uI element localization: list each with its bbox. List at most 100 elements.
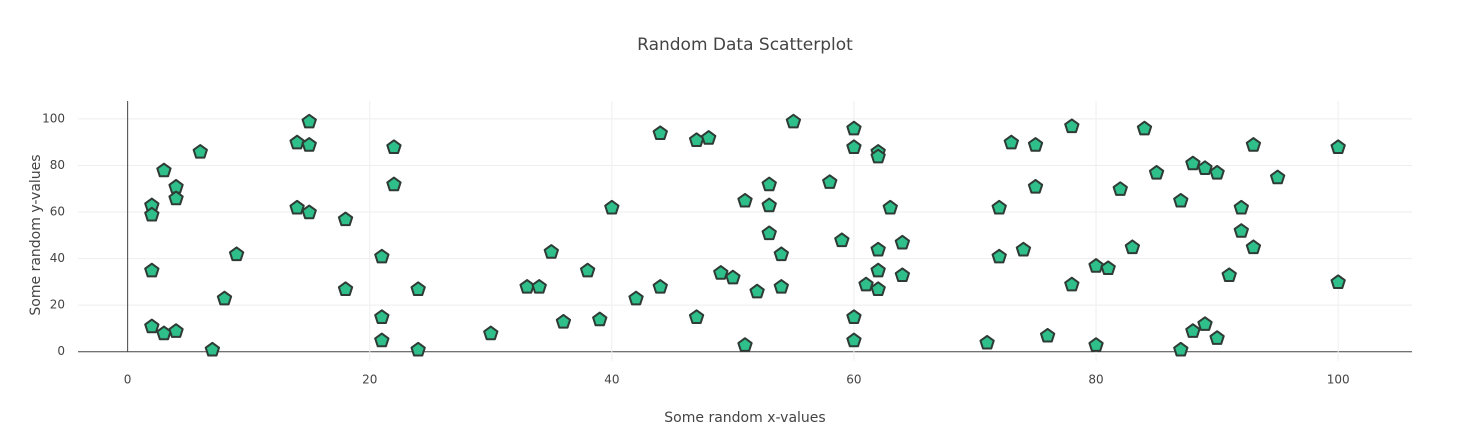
point (882, 199, 898, 215)
point (579, 262, 596, 278)
point (168, 190, 184, 206)
point (1330, 139, 1346, 155)
point (1185, 323, 1201, 338)
point (652, 125, 668, 141)
point (1100, 260, 1116, 276)
x-tick-label: 40 (604, 373, 619, 387)
point (374, 332, 390, 348)
point (1015, 241, 1032, 257)
point (531, 279, 547, 294)
point (543, 244, 559, 259)
point (337, 211, 354, 227)
point (374, 248, 390, 264)
point (894, 267, 911, 283)
point (156, 162, 172, 178)
point (1136, 120, 1153, 136)
point (337, 281, 354, 297)
point (713, 265, 729, 280)
y-axis-title: Some random y-values (28, 154, 44, 315)
point (1173, 341, 1189, 357)
point (1003, 134, 1019, 150)
point (761, 197, 777, 213)
point (1112, 181, 1128, 196)
point (301, 204, 317, 220)
point (1185, 155, 1201, 171)
point (870, 241, 886, 257)
point (846, 139, 862, 155)
point (1148, 164, 1165, 180)
point (761, 225, 777, 241)
point (1088, 337, 1104, 352)
point (144, 206, 160, 222)
point (1039, 327, 1056, 343)
point (737, 337, 753, 352)
y-tick-label: 20 (50, 298, 65, 312)
point (1209, 164, 1225, 180)
point (228, 246, 245, 262)
point (773, 279, 789, 294)
y-tick-label: 0 (57, 344, 65, 358)
point (846, 120, 862, 136)
point (410, 341, 426, 357)
point (846, 309, 862, 324)
point (144, 318, 160, 334)
x-tick-label: 0 (124, 373, 132, 387)
point (1173, 192, 1189, 208)
point (761, 176, 777, 192)
point (628, 290, 644, 306)
point (1124, 239, 1141, 255)
point (1197, 160, 1213, 175)
point (1233, 199, 1249, 215)
point (991, 199, 1007, 215)
point (301, 137, 317, 152)
point (555, 313, 572, 329)
point (652, 279, 668, 294)
point (483, 325, 499, 341)
point (386, 176, 402, 192)
point (604, 199, 620, 215)
chart-title: Random Data Scatterplot (637, 35, 853, 55)
point (1233, 223, 1249, 238)
point (870, 281, 886, 297)
point (216, 290, 233, 306)
point (1027, 137, 1044, 152)
point (1064, 118, 1080, 134)
point (1245, 239, 1262, 255)
point (773, 246, 789, 262)
point (374, 309, 390, 324)
point (834, 232, 850, 248)
point (870, 262, 886, 278)
x-tick-label: 20 (362, 373, 377, 387)
y-tick-label: 60 (50, 205, 65, 219)
point (1245, 137, 1262, 152)
point (737, 192, 753, 208)
point (168, 323, 184, 338)
x-axis-title: Some random x-values (664, 410, 825, 426)
point (289, 199, 305, 215)
point (204, 341, 221, 357)
point (725, 269, 741, 285)
point (192, 144, 208, 159)
point (688, 309, 705, 324)
x-tick-label: 80 (1088, 373, 1103, 387)
point (289, 134, 305, 150)
point (870, 148, 886, 164)
point (749, 283, 765, 299)
point (1064, 276, 1080, 292)
x-tick-label: 60 (846, 373, 861, 387)
point (1088, 258, 1104, 273)
point (386, 139, 402, 155)
point (1221, 267, 1237, 283)
point (1197, 316, 1213, 331)
y-tick-label: 40 (50, 251, 65, 265)
point (592, 311, 608, 327)
point (701, 130, 717, 145)
point (1027, 178, 1044, 194)
point (1269, 169, 1286, 185)
point (858, 276, 874, 292)
point (822, 174, 838, 189)
y-tick-label: 100 (42, 111, 65, 125)
point (846, 332, 862, 348)
